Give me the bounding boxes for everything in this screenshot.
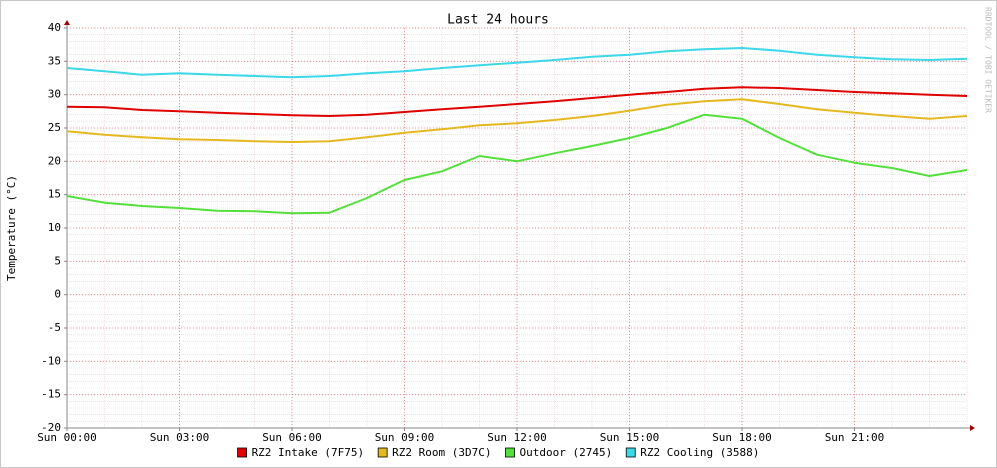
y-tick-label: 30 <box>48 88 61 101</box>
legend-swatch <box>377 447 388 458</box>
x-tick-label: Sun 09:00 <box>375 431 435 444</box>
series-line <box>66 113 968 215</box>
chart-title: Last 24 hours <box>447 13 549 28</box>
y-tick-label: 15 <box>48 188 61 201</box>
y-tick-label: -15 <box>41 388 61 401</box>
x-tick-label: Sun 15:00 <box>600 431 660 444</box>
x-tick-label: Sun 00:00 <box>37 431 97 444</box>
y-tick-label: 40 <box>48 21 61 34</box>
legend-label: RZ2 Room (3D7C) <box>392 446 491 459</box>
y-tick-label: -5 <box>48 321 61 334</box>
y-tick-label: 10 <box>48 221 61 234</box>
legend-swatch <box>625 447 636 458</box>
series-line <box>66 98 968 143</box>
series-line <box>66 47 968 79</box>
legend-label: RZ2 Intake (7F75) <box>252 446 365 459</box>
y-tick-label: 5 <box>54 254 61 267</box>
x-axis-arrow <box>970 425 975 431</box>
y-axis-arrow <box>64 20 70 25</box>
x-tick-label: Sun 18:00 <box>712 431 772 444</box>
legend-label: Outdoor (2745) <box>520 446 613 459</box>
x-tick-label: Sun 03:00 <box>150 431 210 444</box>
x-tick-label: Sun 21:00 <box>825 431 885 444</box>
legend-swatch <box>237 447 247 458</box>
legend-swatch <box>505 447 515 458</box>
y-axis-label: Temperature (°C) <box>5 175 18 281</box>
watermark: RRDTOOL / TOBI OETIKER <box>984 7 993 113</box>
y-tick-label: 20 <box>48 154 61 167</box>
y-tick-label: -20 <box>41 421 61 434</box>
x-tick-label: Sun 12:00 <box>487 431 547 444</box>
y-tick-label: -10 <box>41 354 61 367</box>
legend-label: RZ2 Cooling (3588) <box>640 446 759 459</box>
y-tick-label: 25 <box>48 121 61 134</box>
y-tick-label: 0 <box>54 288 61 301</box>
series-line <box>66 86 968 117</box>
y-tick-label: 35 <box>48 54 61 67</box>
x-tick-label: Sun 06:00 <box>262 431 322 444</box>
